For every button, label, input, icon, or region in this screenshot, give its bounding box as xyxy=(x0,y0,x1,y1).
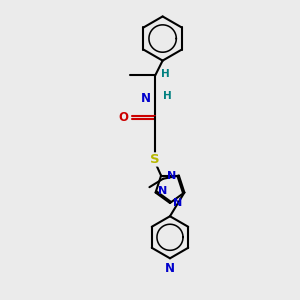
Text: N: N xyxy=(141,92,151,105)
Text: O: O xyxy=(118,111,128,124)
Text: N: N xyxy=(172,198,182,208)
Text: N: N xyxy=(167,171,176,181)
Text: H: H xyxy=(163,91,171,101)
Text: H: H xyxy=(161,69,170,79)
Text: N: N xyxy=(158,187,167,196)
Text: N: N xyxy=(165,262,175,275)
Text: S: S xyxy=(150,153,160,166)
